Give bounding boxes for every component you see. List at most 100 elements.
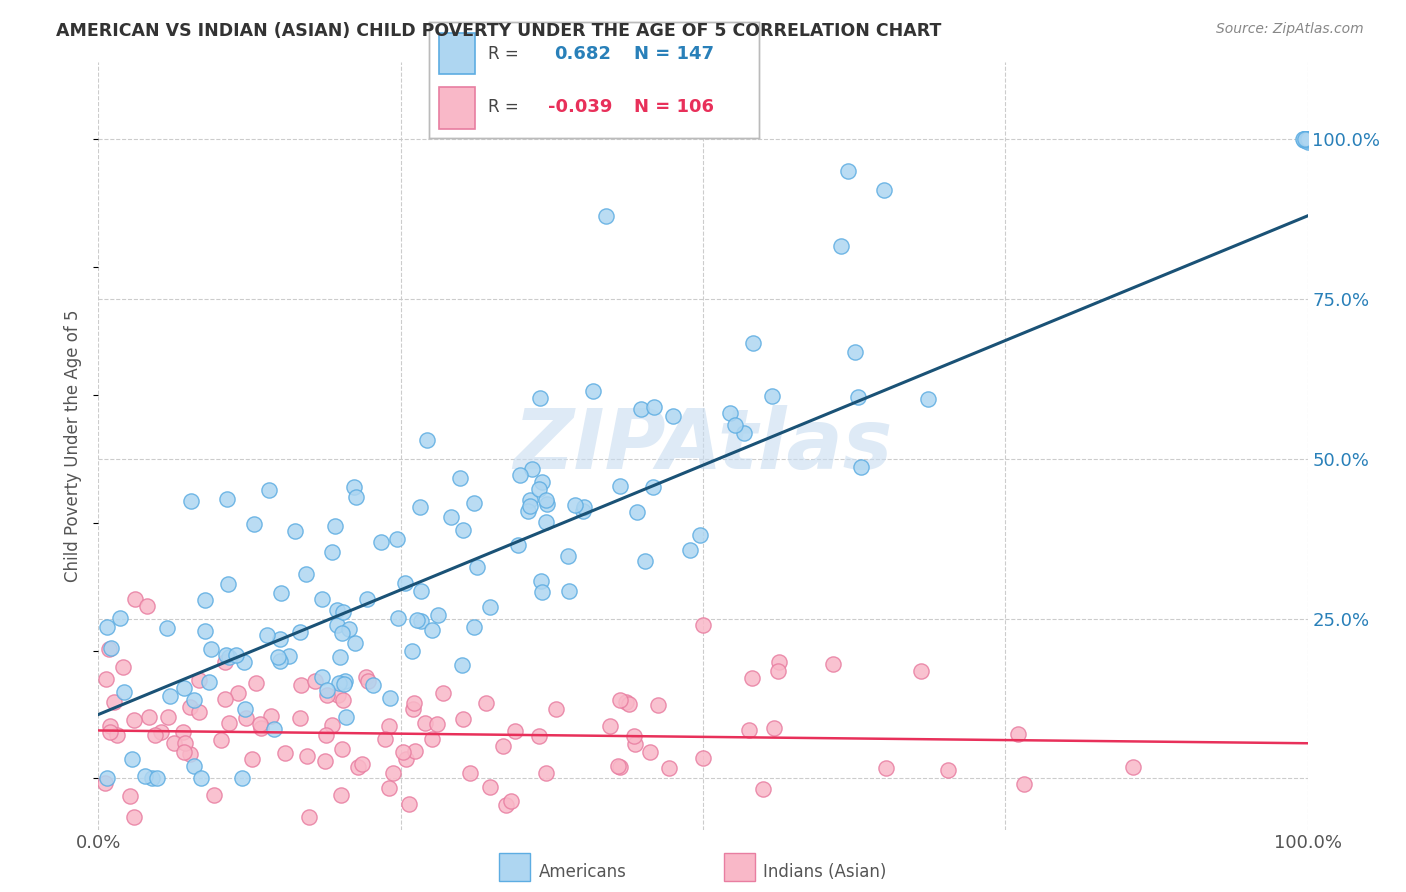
- Point: [689, 528, 711, 542]
- Point: [214, 691, 236, 706]
- Point: [297, 749, 319, 764]
- Point: [332, 692, 354, 706]
- Point: [304, 674, 326, 689]
- Y-axis label: Child Poverty Under the Age of 5: Child Poverty Under the Age of 5: [65, 310, 83, 582]
- Point: [172, 724, 194, 739]
- Point: [849, 460, 872, 475]
- Point: [217, 491, 239, 506]
- Point: [124, 592, 146, 607]
- Point: [733, 426, 755, 441]
- Point: [378, 719, 401, 733]
- Point: [609, 760, 631, 774]
- Point: [1294, 132, 1316, 146]
- Point: [274, 746, 297, 760]
- Point: [609, 693, 631, 707]
- Point: [724, 417, 747, 432]
- Point: [519, 499, 541, 513]
- Point: [572, 500, 595, 514]
- Point: [333, 673, 356, 688]
- Point: [1296, 132, 1319, 146]
- Point: [1296, 132, 1319, 146]
- Point: [173, 745, 195, 759]
- Point: [179, 747, 201, 761]
- Point: [917, 392, 939, 406]
- Point: [218, 650, 240, 665]
- Point: [761, 389, 783, 403]
- Point: [233, 702, 256, 716]
- Point: [1296, 132, 1319, 146]
- Point: [531, 585, 554, 599]
- Point: [557, 584, 579, 599]
- Point: [332, 677, 354, 691]
- Point: [122, 713, 145, 727]
- Point: [391, 745, 413, 759]
- Point: [387, 610, 409, 624]
- Point: [1296, 133, 1319, 147]
- Point: [624, 737, 647, 751]
- Point: [159, 690, 181, 704]
- Point: [617, 697, 640, 711]
- Text: Source: ZipAtlas.com: Source: ZipAtlas.com: [1216, 22, 1364, 37]
- Point: [325, 617, 347, 632]
- Point: [449, 470, 471, 484]
- Point: [173, 736, 195, 750]
- Point: [599, 719, 621, 733]
- Point: [662, 409, 685, 423]
- Point: [315, 688, 337, 702]
- Point: [536, 497, 558, 511]
- Point: [451, 657, 474, 672]
- Point: [357, 674, 380, 689]
- Point: [321, 717, 343, 731]
- Point: [112, 685, 135, 699]
- Text: Indians (Asian): Indians (Asian): [763, 863, 887, 881]
- Text: N = 147: N = 147: [634, 45, 714, 62]
- Point: [347, 759, 370, 773]
- Point: [830, 239, 852, 253]
- Point: [270, 586, 292, 600]
- Point: [94, 673, 117, 687]
- Point: [1295, 132, 1317, 146]
- Point: [741, 336, 763, 351]
- Point: [527, 482, 550, 496]
- Point: [194, 624, 217, 638]
- Point: [363, 678, 385, 692]
- Point: [534, 515, 557, 529]
- Point: [218, 716, 240, 731]
- Point: [821, 657, 844, 671]
- Point: [103, 696, 125, 710]
- Text: R =: R =: [488, 45, 519, 62]
- Point: [630, 402, 652, 417]
- Text: ZIPAtlas: ZIPAtlas: [513, 406, 893, 486]
- Point: [156, 709, 179, 723]
- Point: [534, 493, 557, 508]
- Point: [623, 729, 645, 743]
- Point: [406, 613, 429, 627]
- Point: [321, 544, 343, 558]
- Point: [509, 467, 531, 482]
- Point: [1296, 132, 1319, 146]
- Point: [187, 673, 209, 687]
- Point: [343, 635, 366, 649]
- Point: [875, 761, 897, 775]
- Point: [873, 183, 896, 197]
- Point: [256, 628, 278, 642]
- Point: [595, 209, 617, 223]
- Point: [394, 575, 416, 590]
- Point: [243, 516, 266, 531]
- Point: [1296, 134, 1319, 148]
- Point: [135, 599, 157, 613]
- Point: [451, 524, 474, 538]
- Point: [582, 384, 605, 398]
- Point: [225, 648, 247, 662]
- Point: [1295, 133, 1317, 147]
- Point: [626, 505, 648, 519]
- Point: [121, 752, 143, 766]
- Point: [519, 493, 541, 508]
- Point: [215, 648, 238, 662]
- Point: [141, 772, 163, 786]
- Point: [837, 164, 859, 178]
- Point: [284, 524, 307, 538]
- Point: [501, 794, 523, 808]
- Point: [475, 696, 498, 710]
- Point: [146, 772, 169, 786]
